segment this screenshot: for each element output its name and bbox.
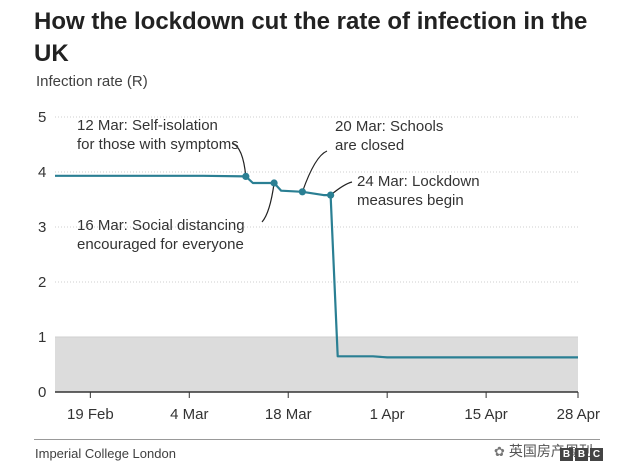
x-tick-label: 15 Apr xyxy=(464,406,507,423)
annotation-leader xyxy=(261,182,275,223)
wechat-icon: ✿ xyxy=(494,444,505,459)
y-axis-label: Infection rate (R) xyxy=(36,73,148,90)
y-tick-label: 1 xyxy=(38,329,46,346)
event-point xyxy=(270,179,278,187)
annotation-text: 24 Mar: Lockdown xyxy=(357,173,480,190)
event-points-layer xyxy=(242,172,335,199)
x-tick-label: 4 Mar xyxy=(170,406,208,423)
series-layer xyxy=(55,174,578,359)
annotation-leader xyxy=(330,181,353,196)
axis-layer xyxy=(55,391,579,398)
annotation-text: 12 Mar: Self-isolation xyxy=(77,117,218,134)
y-tick-label: 5 xyxy=(38,109,46,126)
logo-letter: B xyxy=(560,448,573,461)
footer-divider xyxy=(34,439,600,440)
x-tick-label: 19 Feb xyxy=(67,406,114,423)
event-point xyxy=(242,172,250,180)
x-tick-label: 18 Mar xyxy=(265,406,312,423)
y-tick-label: 3 xyxy=(38,219,46,236)
y-tick-label: 2 xyxy=(38,274,46,291)
labels-layer: 0 1 2 3 4 5 19 Feb 4 Mar 18 Mar 1 Apr 15 Apr 28 Apr… xyxy=(38,109,600,423)
x-tick-label: 1 Apr xyxy=(370,406,405,423)
event-point xyxy=(298,188,306,196)
annotation-text: 16 Mar: Social distancing xyxy=(77,217,245,234)
logo-letter: C xyxy=(590,448,603,461)
annotation-leader xyxy=(301,150,328,192)
y-tick-label: 4 xyxy=(38,164,46,181)
annotation-leaders-layer xyxy=(231,142,353,223)
y-tick-label: 0 xyxy=(38,384,46,401)
series-line xyxy=(55,174,578,359)
annotation-leader xyxy=(231,142,247,177)
shaded-band-layer xyxy=(55,337,578,392)
logo-letter: B xyxy=(575,448,588,461)
annotation-text: encouraged for everyone xyxy=(77,236,244,253)
bbc-logo: B B C xyxy=(560,448,603,461)
annotation-text: measures begin xyxy=(357,192,464,209)
source-credit: Imperial College London xyxy=(35,446,176,461)
annotation-text: 20 Mar: Schools xyxy=(335,118,443,135)
shaded-band xyxy=(55,337,578,392)
gridlines-layer xyxy=(55,116,578,338)
x-tick-label: 28 Apr xyxy=(557,406,600,423)
event-point xyxy=(327,191,335,199)
chart-title: How the lockdown cut the rate of infecti… xyxy=(34,8,588,67)
annotation-text: are closed xyxy=(335,137,404,154)
annotation-text: for those with symptoms xyxy=(77,136,239,153)
